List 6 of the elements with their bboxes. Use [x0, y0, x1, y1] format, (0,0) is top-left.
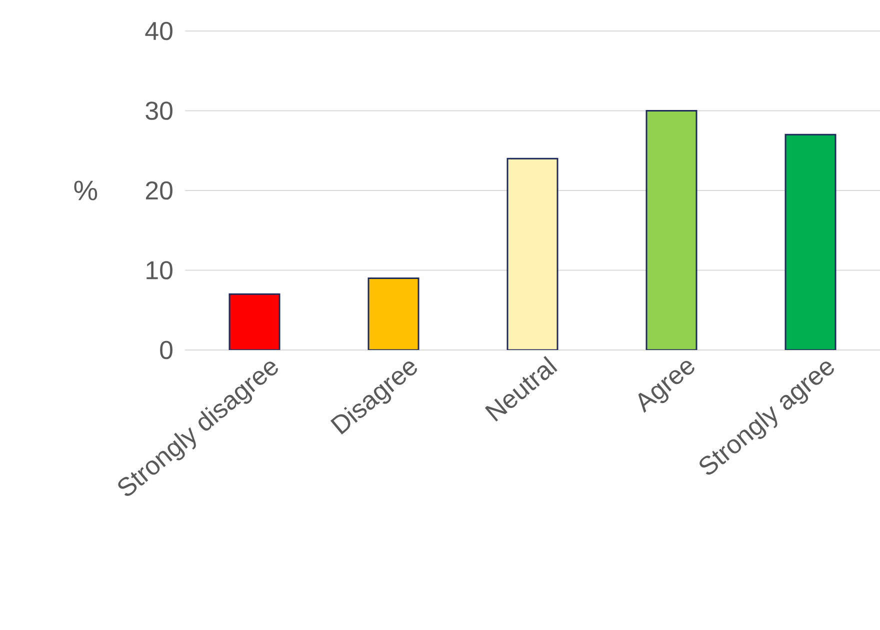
y-axis-title: % — [74, 180, 98, 200]
y-tick-label: 0 — [160, 340, 172, 360]
y-tick-label: 20 — [146, 181, 172, 200]
y-tick-label: 30 — [146, 102, 172, 120]
y-tick-label: 40 — [145, 22, 172, 40]
y-tick-label: 10 — [146, 261, 172, 280]
